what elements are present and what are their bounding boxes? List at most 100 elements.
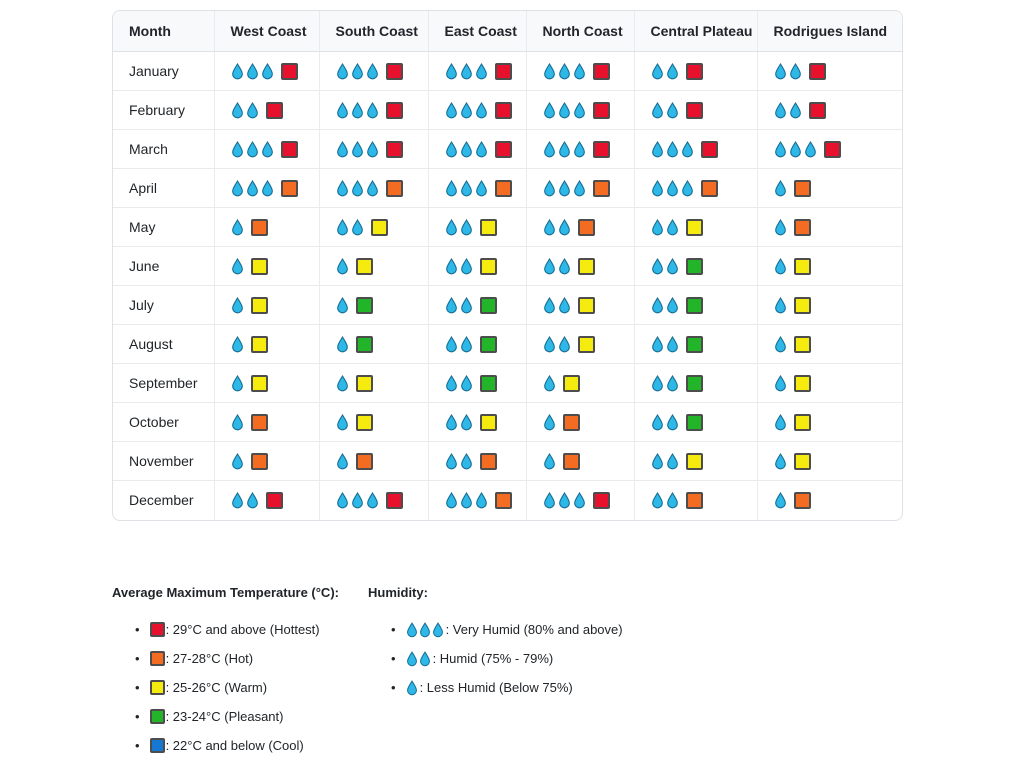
droplet-group <box>406 650 432 667</box>
temperature-square-icon <box>592 179 610 197</box>
droplet-icon <box>336 101 348 118</box>
climate-cell <box>526 129 635 169</box>
climate-cell <box>526 207 635 247</box>
droplet-icon <box>558 62 570 79</box>
temperature-square-icon <box>265 101 283 119</box>
climate-cell <box>428 363 527 403</box>
droplet-icon <box>651 491 663 509</box>
temperature-square-icon <box>355 413 373 431</box>
temperature-square-icon <box>250 413 268 431</box>
droplet-icon <box>460 62 472 79</box>
cell-icons <box>231 491 315 509</box>
temperature-square-icon <box>355 374 373 392</box>
droplet-icon <box>651 335 663 352</box>
droplet-icon <box>231 140 243 157</box>
temperature-square-icon <box>250 452 268 470</box>
temperature-square-icon <box>793 218 811 236</box>
droplet-icon <box>336 62 348 79</box>
droplet-icon <box>666 62 678 79</box>
humidity-legend-item: •: Humid (75% - 79%) <box>391 650 623 667</box>
temperature-square-icon <box>592 101 610 119</box>
droplet-icon <box>351 62 363 79</box>
cell-icons <box>651 335 753 353</box>
droplet-icon <box>419 621 430 637</box>
climate-cell <box>428 129 527 169</box>
cell-icons <box>445 374 522 392</box>
table-row: March <box>113 129 902 169</box>
cell-icons <box>336 62 424 80</box>
cell-icons <box>774 179 901 197</box>
cell-icons <box>231 218 315 236</box>
cell-icons <box>774 218 901 236</box>
droplet-icon <box>543 218 555 235</box>
droplet-icon <box>460 257 472 274</box>
droplet-icon <box>666 101 678 118</box>
droplet-icon <box>336 179 348 196</box>
climate-cell <box>634 402 758 442</box>
temperature-legend: Average Maximum Temperature (°C): •: 29°… <box>112 585 339 766</box>
temperature-legend-item: •: 29°C and above (Hottest) <box>135 621 339 638</box>
droplet-icon <box>651 218 663 235</box>
droplet-icon <box>558 257 570 274</box>
droplet-icon <box>666 335 678 352</box>
climate-cell <box>428 90 527 130</box>
droplet-icon <box>231 101 243 118</box>
cell-icons <box>651 374 753 392</box>
climate-cell <box>214 441 320 481</box>
table-row: November <box>113 441 902 481</box>
month-cell: June <box>113 246 215 286</box>
droplet-icon <box>774 179 786 196</box>
climate-cell <box>428 402 527 442</box>
cell-icons <box>231 413 315 431</box>
cell-icons <box>651 413 753 431</box>
temperature-square-icon <box>250 218 268 236</box>
cell-icons <box>336 140 424 158</box>
droplet-icon <box>681 140 693 157</box>
climate-cell <box>214 207 320 247</box>
cell-icons <box>774 335 901 353</box>
temperature-square-icon <box>479 218 497 236</box>
droplet-icon <box>774 140 786 157</box>
droplet-icon <box>543 491 555 509</box>
droplet-icon <box>774 218 786 235</box>
humidity-legend-item: •: Less Humid (Below 75%) <box>391 679 623 696</box>
temperature-square-icon <box>149 709 165 724</box>
climate-cell <box>634 324 758 364</box>
droplet-icon <box>445 179 457 196</box>
droplet-icon <box>336 257 348 274</box>
cell-icons <box>543 452 630 470</box>
droplet-icon <box>231 374 243 391</box>
droplet-icon <box>666 374 678 391</box>
table-row: July <box>113 285 902 325</box>
temperature-square-icon <box>355 257 373 275</box>
cell-icons <box>651 218 753 236</box>
climate-cell <box>526 324 635 364</box>
droplet-icon <box>261 140 273 157</box>
table-row: April <box>113 168 902 208</box>
droplet-icon <box>475 62 487 79</box>
climate-cell <box>214 129 320 169</box>
month-cell: January <box>113 51 215 91</box>
temperature-square-icon <box>265 491 283 509</box>
temperature-square-icon <box>592 62 610 80</box>
temperature-square-icon <box>494 101 512 119</box>
cell-icons <box>651 140 753 158</box>
cell-icons <box>774 140 901 158</box>
droplet-icon <box>774 296 786 313</box>
temperature-square-icon <box>355 296 373 314</box>
droplet-icon <box>774 491 786 509</box>
cell-icons <box>445 452 522 470</box>
cell-icons <box>231 179 315 197</box>
droplet-icon <box>460 296 472 313</box>
cell-icons <box>231 62 315 80</box>
droplet-icon <box>543 413 555 430</box>
temperature-square-icon <box>385 62 403 80</box>
month-cell: October <box>113 402 215 442</box>
droplet-icon <box>419 650 430 666</box>
droplet-icon <box>406 650 417 666</box>
droplet-icon <box>543 335 555 352</box>
droplet-icon <box>543 140 555 157</box>
temperature-square-icon <box>577 296 595 314</box>
droplet-icon <box>445 335 457 352</box>
droplet-icon <box>475 101 487 118</box>
